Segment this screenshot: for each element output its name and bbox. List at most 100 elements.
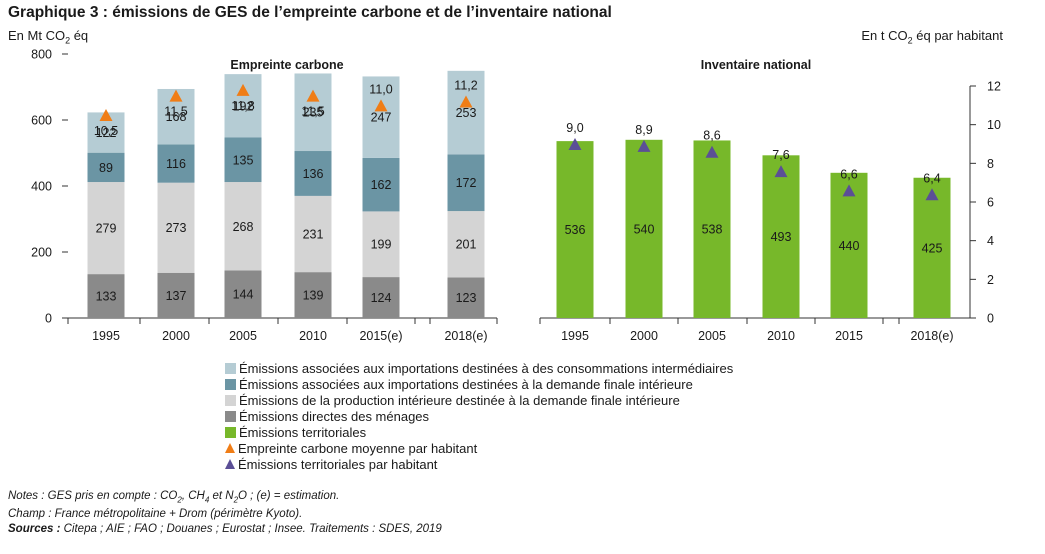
stacked-bar-segment: [294, 73, 332, 152]
stacked-bar-segment: [362, 157, 400, 212]
stacked-bar-segment: [447, 211, 485, 278]
territorial-per-capita-label: 9,0: [566, 121, 583, 135]
territorial-bar-value-label: 425: [922, 241, 943, 255]
empreinte-per-capita-marker: [169, 89, 183, 102]
territorial-per-capita-marker: [705, 145, 719, 158]
territorial-per-capita-label: 7,6: [772, 148, 789, 162]
bar-segment-value-label: 124: [371, 291, 392, 305]
panel-title-empreinte: Empreinte carbone: [230, 58, 343, 72]
legend-item: Émissions territoriales: [225, 424, 733, 440]
right-unit-sub: 2: [907, 35, 913, 46]
stacked-bar-segment: [362, 76, 400, 158]
territorial-bar: [625, 139, 663, 318]
territorial-per-capita-marker: [842, 184, 856, 197]
right-y-tick-label: 2: [987, 273, 994, 287]
notes: Notes : GES pris en compte : CO2, CH4 et…: [8, 489, 442, 537]
territorial-per-capita-marker: [637, 139, 651, 152]
chart-canvas: Empreinte carbone Inventaire national 0 200…: [31, 48, 1001, 344]
empreinte-per-capita-marker: [374, 99, 388, 112]
bar-segment-value-label: 116: [166, 157, 186, 171]
left-y-tick-label: 0: [45, 312, 52, 326]
bar-segment-value-label: 139: [303, 289, 324, 303]
bar-segment-value-label: 144: [233, 288, 254, 302]
left-unit-sub: 2: [65, 35, 71, 46]
right-unit-post: éq par habitant: [912, 28, 1003, 43]
page-title: Graphique 3 : émissions de GES de l’empr…: [8, 4, 612, 21]
legend-item: Empreinte carbone moyenne par habitant: [225, 440, 733, 456]
stacked-bar-segment: [224, 137, 262, 183]
stacked-bar-segment: [224, 182, 262, 271]
territorial-bar: [693, 140, 731, 318]
bar-segment-value-label: 273: [166, 221, 187, 235]
empreinte-per-capita-label: 11,5: [164, 105, 187, 119]
territorial-bar: [830, 172, 868, 318]
territorial-bar-value-label: 536: [565, 223, 586, 237]
legend-swatch: [225, 426, 236, 438]
bar-segment-value-label: 172: [456, 176, 477, 190]
stacked-bar-segment: [294, 195, 332, 273]
notes-line-gases: Notes : GES pris en compte : CO2, CH4 et…: [8, 489, 442, 507]
empreinte-per-capita-label: 11,5: [301, 105, 324, 119]
right-y-tick-label: 10: [987, 118, 1001, 132]
left-y-tick-label: 200: [31, 246, 52, 260]
bar-segment-value-label: 122: [96, 126, 117, 140]
notes-text: O ; (e) = estimation.: [238, 490, 340, 502]
empreinte-per-capita-label: 10,5: [94, 124, 118, 138]
right-category-label: 2015: [835, 329, 863, 343]
empreinte-per-capita-label: 11,0: [369, 82, 392, 96]
legend-item: Émissions territoriales par habitant: [225, 456, 733, 472]
territorial-bar-value-label: 538: [702, 223, 723, 237]
bar-segment-value-label: 231: [303, 228, 324, 242]
right-y-tick-label: 8: [987, 157, 994, 171]
right-category-label: 2000: [630, 329, 658, 343]
legend-swatch: [225, 362, 236, 374]
empreinte-per-capita-marker: [459, 95, 473, 108]
stacked-bar-segment: [294, 272, 332, 318]
bar-segment-value-label: 268: [233, 220, 254, 234]
territorial-bar: [762, 155, 800, 318]
stacked-bar-segment: [224, 270, 262, 318]
right-category-label: 2010: [767, 329, 795, 343]
legend-swatch: [225, 394, 236, 406]
stacked-bar-segment: [294, 151, 332, 196]
left-category-label: 2000: [162, 329, 190, 343]
stacked-bar-segment: [447, 70, 485, 155]
territorial-bar-value-label: 493: [771, 230, 792, 244]
bar-segment-value-label: 247: [371, 111, 392, 125]
empreinte-per-capita-marker: [236, 83, 250, 96]
legend-label: Émissions associées aux importations des…: [239, 376, 693, 392]
stacked-bar-segment: [157, 272, 195, 318]
bar-segment-value-label: 253: [456, 106, 477, 120]
notes-text: et N: [209, 490, 234, 502]
legend-label: Empreinte carbone moyenne par habitant: [238, 440, 478, 456]
stacked-bar-segment: [87, 152, 125, 183]
empreinte-per-capita-label: 11,8: [231, 99, 254, 113]
legend-triangle-icon: [225, 443, 235, 453]
territorial-per-capita-label: 6,4: [923, 171, 940, 185]
territorial-bar-value-label: 440: [839, 239, 860, 253]
left-y-tick-label: 400: [31, 180, 52, 194]
stacked-bar-segment: [362, 211, 400, 278]
empreinte-per-capita-marker: [99, 109, 113, 121]
bar-segment-value-label: 168: [166, 110, 187, 124]
territorial-bar-value-label: 540: [634, 222, 655, 236]
stacked-bar-segment: [157, 182, 195, 273]
panel-title-inventaire: Inventaire national: [701, 58, 811, 72]
right-unit-pre: En t CO: [861, 28, 908, 43]
legend-label: Émissions de la production intérieure de…: [239, 392, 680, 408]
right-category-label: 2018(e): [910, 329, 953, 343]
bar-segment-value-label: 192: [233, 99, 254, 113]
legend-triangle-icon: [225, 459, 235, 469]
bar-segment-value-label: 162: [371, 178, 392, 192]
bar-segment-value-label: 235: [303, 106, 324, 120]
stacked-bar-segment: [447, 277, 485, 318]
territorial-per-capita-marker: [774, 165, 788, 178]
stacked-bar-segment: [87, 182, 125, 275]
left-category-label: 1995: [92, 329, 120, 343]
bar-segment-value-label: 136: [303, 167, 324, 181]
right-y-tick-label: 12: [987, 80, 1001, 94]
empreinte-per-capita-marker: [306, 89, 320, 102]
territorial-per-capita-label: 8,6: [703, 129, 720, 143]
legend-label: Émissions associées aux importations des…: [239, 360, 734, 376]
bar-segment-value-label: 133: [96, 290, 117, 304]
